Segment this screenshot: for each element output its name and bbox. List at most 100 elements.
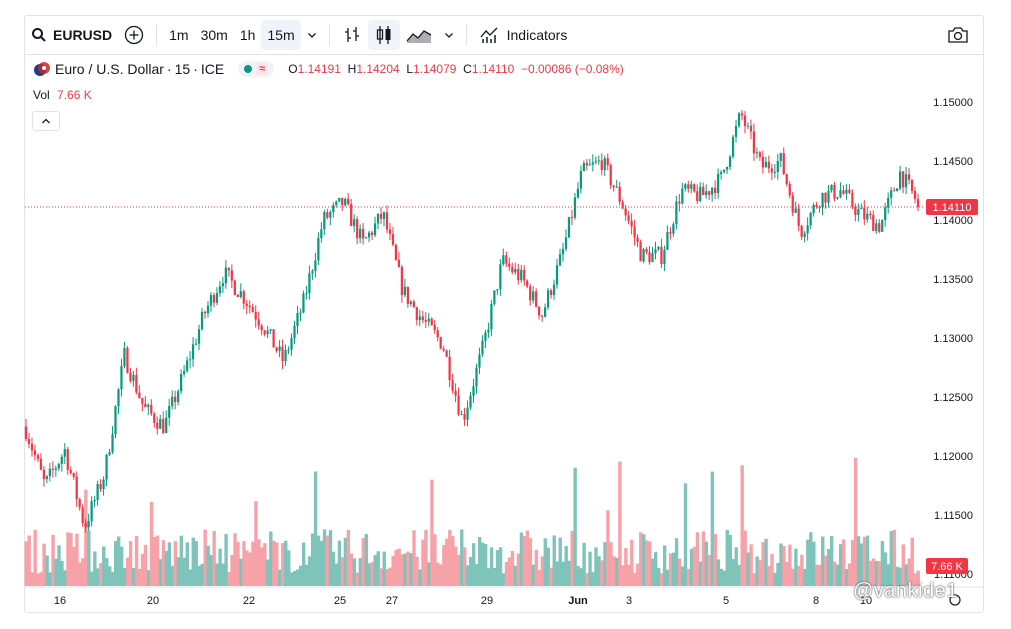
candle-body — [177, 391, 180, 403]
volume-bar — [69, 533, 73, 586]
candle-body — [570, 217, 574, 219]
candle-body — [153, 413, 156, 423]
approx-icon: ≈ — [256, 63, 269, 75]
bar-style-button[interactable] — [336, 20, 368, 50]
candle-body — [699, 186, 702, 202]
indicators-button[interactable]: Indicators — [473, 20, 574, 50]
volume-bar — [600, 560, 604, 586]
volume-bar — [800, 554, 804, 586]
price-tick-label: 1.12500 — [933, 392, 973, 404]
volume-bar — [803, 568, 807, 586]
candle-body — [281, 346, 284, 362]
candle-body — [526, 280, 529, 287]
volume-bar — [433, 534, 437, 586]
chart-type-dropdown-button[interactable] — [438, 20, 460, 50]
candle-body — [218, 286, 222, 294]
volume-bar — [573, 467, 577, 586]
candle-body — [690, 184, 693, 189]
candle-body — [379, 213, 383, 219]
volume-bar — [662, 545, 667, 586]
candle-body — [773, 171, 776, 173]
volume-bar — [337, 540, 342, 586]
screenshot-button[interactable] — [941, 20, 975, 50]
volume-bar — [489, 547, 494, 586]
volume-bar — [472, 543, 476, 586]
candle-body — [30, 443, 34, 451]
timeframe-30m[interactable]: 30m — [200, 27, 228, 43]
candle-body — [81, 507, 84, 524]
time-tick-label: 3 — [626, 595, 632, 607]
candle-body — [224, 267, 228, 284]
indicators-label: Indicators — [506, 27, 568, 43]
candle-body — [654, 249, 657, 254]
volume-bar — [137, 568, 142, 586]
volume-bar — [349, 553, 354, 586]
timeframe-1m[interactable]: 1m — [169, 27, 189, 43]
volume-bar — [394, 549, 398, 586]
candle-body — [51, 468, 54, 470]
candle-body — [621, 201, 624, 209]
timeframe-15m[interactable]: 15m — [261, 20, 301, 50]
candle-body — [645, 248, 648, 253]
volume-bar — [406, 551, 410, 586]
candle-body — [651, 253, 654, 263]
candle-body — [353, 219, 356, 227]
candle-body — [254, 311, 257, 320]
symbol-search-button[interactable]: EURUSD — [25, 20, 118, 50]
candle-body — [788, 183, 791, 196]
volume-bar — [152, 537, 157, 586]
candle-body — [549, 290, 553, 295]
candle-body — [427, 318, 430, 322]
time-tick-label: 29 — [481, 595, 493, 607]
candle-body — [567, 217, 571, 238]
last-price-label-bg — [926, 199, 978, 216]
candle-body — [185, 360, 189, 372]
candle-body — [672, 224, 675, 234]
candle-body — [696, 191, 699, 202]
candle-body — [725, 166, 729, 170]
candle-body — [376, 213, 380, 224]
time-tick-label: 27 — [386, 595, 398, 607]
candle-body — [138, 392, 141, 398]
candle-body — [508, 263, 511, 267]
candle-body — [588, 164, 591, 166]
low-value: 1.14079 — [413, 62, 457, 76]
volume-bar — [197, 565, 201, 586]
candle-body — [227, 267, 230, 271]
volume-bar — [648, 541, 652, 586]
candle-body — [367, 232, 371, 238]
candle-body — [48, 468, 51, 477]
volume-bar — [391, 555, 395, 586]
volume-bar — [561, 561, 565, 586]
timeframe-1h[interactable]: 1h — [239, 27, 256, 43]
candle-body — [99, 483, 102, 490]
candles-style-button[interactable] — [367, 20, 400, 50]
candle-body — [54, 468, 57, 470]
market-status-pill[interactable]: ≈ — [238, 61, 275, 77]
compare-button[interactable] — [118, 20, 150, 50]
candle-body — [481, 340, 484, 355]
candle-body — [308, 273, 311, 294]
volume-bar — [442, 545, 446, 586]
candle-body — [39, 458, 43, 470]
collapse-legend-button[interactable] — [32, 111, 60, 131]
timeframe-dropdown-button[interactable] — [301, 20, 323, 50]
candle-body — [579, 171, 583, 189]
volume-bar — [307, 556, 312, 586]
candle-body — [162, 418, 165, 433]
volume-bar — [603, 542, 607, 586]
volume-bar — [48, 572, 52, 586]
settings-gear-icon[interactable] — [949, 594, 961, 606]
volume-bar — [340, 557, 345, 586]
volume-bar — [388, 567, 392, 586]
volume-bar — [367, 563, 371, 586]
price-tick-label: 1.15000 — [933, 97, 973, 109]
volume-bar — [275, 542, 279, 586]
candle-body — [484, 332, 487, 341]
area-style-button[interactable] — [400, 20, 438, 50]
candle-body — [875, 223, 878, 231]
volume-bar — [752, 573, 756, 586]
volume-bar — [242, 541, 246, 586]
volume-bar — [245, 550, 249, 586]
